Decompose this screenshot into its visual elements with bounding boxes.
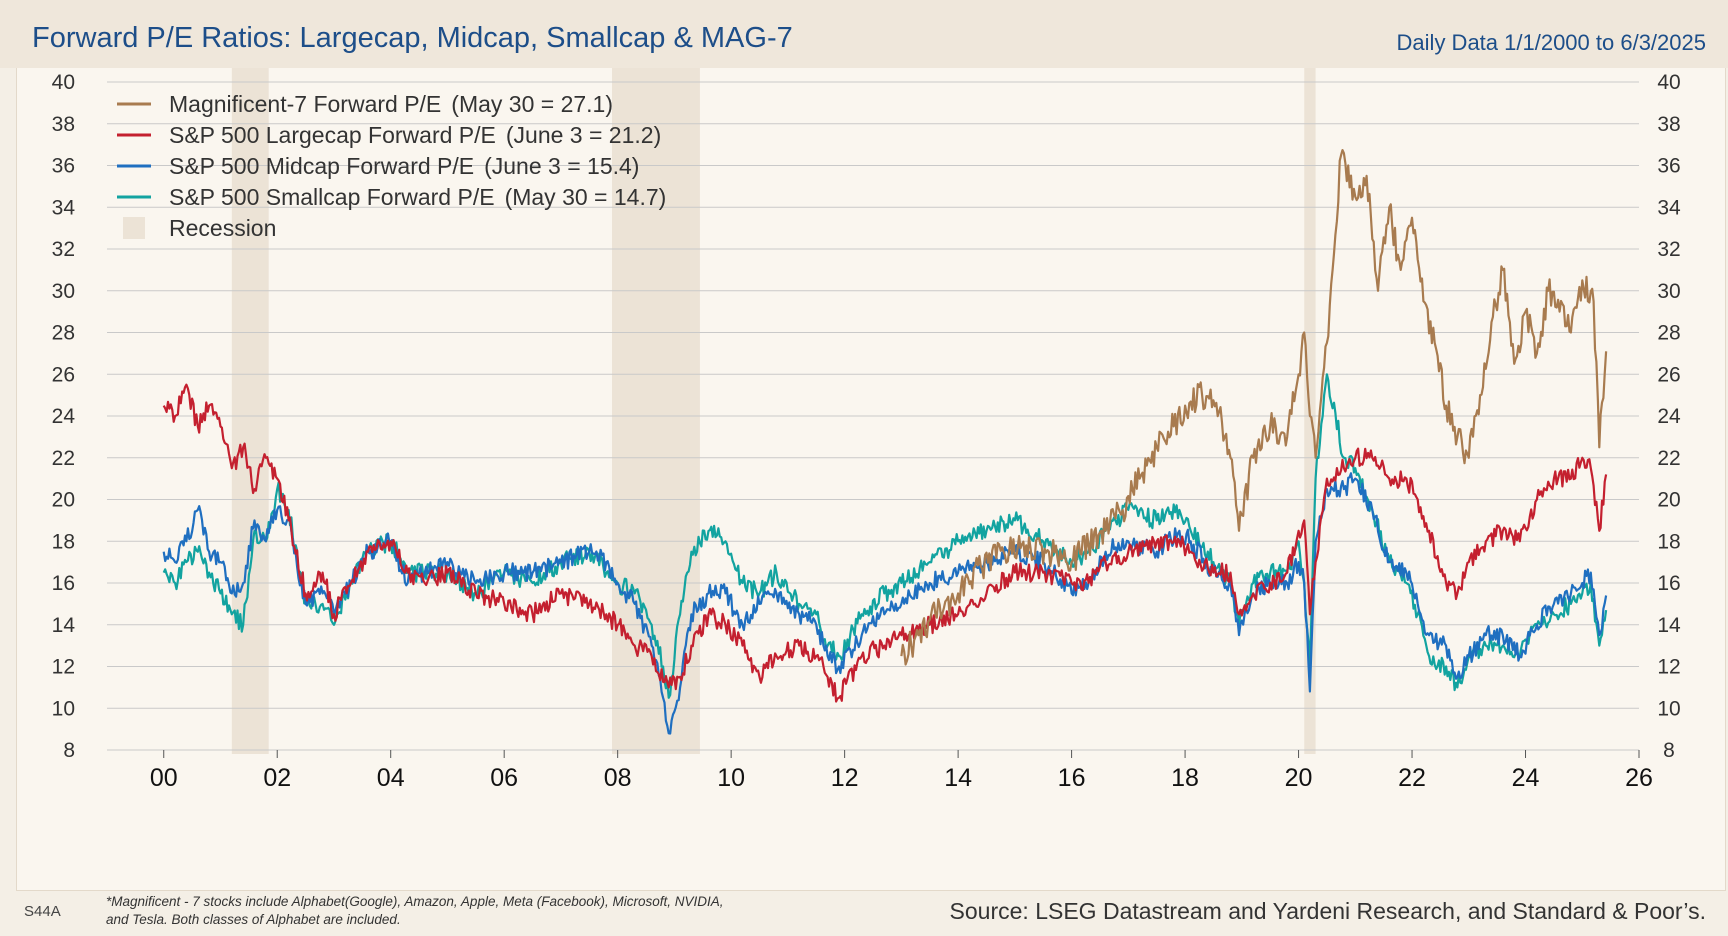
y-tick-right-20: 20	[1657, 489, 1680, 512]
y-tick-left-28: 28	[52, 322, 75, 345]
legend-swatch-recession	[123, 217, 145, 239]
x-tick-label-12: 12	[831, 764, 859, 792]
series-lines	[162, 149, 1608, 735]
legend-label-midcap: S&P 500 Midcap Forward P/E	[169, 153, 474, 179]
y-tick-right-18: 18	[1657, 530, 1680, 553]
x-tick-label-04: 04	[377, 764, 405, 792]
x-tick-label-08: 08	[604, 764, 632, 792]
y-axis-right: 8 10 12 14 16 18 20 22 24 26 28 30 32 34 36 38 40	[1657, 71, 1681, 762]
y-tick-left-10: 10	[52, 697, 75, 720]
chart-code: S44A	[24, 903, 61, 920]
x-axis: 00 02 04 06 08 10 12 14 16 18 20 22 24 26	[150, 750, 1653, 792]
x-tick-label-22: 22	[1398, 764, 1426, 792]
y-tick-right-8: 8	[1663, 739, 1675, 762]
legend: Magnificent-7 Forward P/E (May 30 = 27.1)…	[117, 91, 666, 241]
legend-latest-largecap: (June 3 = 21.2)	[506, 122, 661, 148]
header-bar: Forward P/E Ratios: Largecap, Midcap, Sm…	[0, 0, 1728, 68]
x-tick-label-14: 14	[944, 764, 972, 792]
legend-latest-midcap: (June 3 = 15.4)	[484, 153, 639, 179]
y-tick-left-8: 8	[63, 739, 75, 762]
y-tick-right-32: 32	[1657, 238, 1680, 261]
legend-latest-mag7: (May 30 = 27.1)	[451, 91, 613, 117]
x-tick-label-10: 10	[717, 764, 745, 792]
y-tick-right-24: 24	[1657, 405, 1681, 428]
y-tick-right-10: 10	[1657, 697, 1680, 720]
y-tick-left-32: 32	[52, 238, 75, 261]
recession-band-0	[231, 68, 269, 754]
y-tick-right-12: 12	[1657, 656, 1680, 679]
x-tick-label-00: 00	[150, 764, 178, 792]
chart-title: Forward P/E Ratios: Largecap, Midcap, Sm…	[32, 22, 793, 54]
y-tick-left-16: 16	[52, 572, 75, 595]
series-line-mag7	[900, 149, 1608, 666]
x-tick-label-26: 26	[1625, 764, 1653, 792]
x-tick-label-06: 06	[490, 764, 518, 792]
y-tick-left-34: 34	[52, 196, 76, 219]
x-tick-label-20: 20	[1285, 764, 1313, 792]
plot-panel: 8 10 12 14 16 18 20 22 24 26 28 30 32 34 36 38 40 8 10 12 1…	[16, 68, 1726, 891]
source-note: Source: LSEG Datastream and Yardeni Rese…	[949, 898, 1706, 924]
x-tick-label-24: 24	[1512, 764, 1540, 792]
legend-label-largecap: S&P 500 Largecap Forward P/E	[169, 122, 496, 148]
chart-subtitle: Daily Data 1/1/2000 to 6/3/2025	[1396, 30, 1706, 55]
y-tick-right-22: 22	[1657, 447, 1680, 470]
y-tick-left-18: 18	[52, 530, 75, 553]
grid-lines	[107, 81, 1639, 751]
series-line-largecap	[162, 383, 1608, 703]
y-tick-right-14: 14	[1657, 614, 1681, 637]
y-tick-right-30: 30	[1657, 280, 1680, 303]
y-tick-right-16: 16	[1657, 572, 1680, 595]
y-tick-left-36: 36	[52, 155, 75, 178]
y-tick-left-24: 24	[52, 405, 76, 428]
x-tick-label-18: 18	[1171, 764, 1199, 792]
y-tick-right-34: 34	[1657, 196, 1681, 219]
y-tick-left-26: 26	[52, 363, 75, 386]
x-tick-label-16: 16	[1058, 764, 1086, 792]
y-tick-right-36: 36	[1657, 155, 1680, 178]
series-line-midcap	[162, 472, 1608, 735]
legend-label-mag7: Magnificent-7 Forward P/E	[169, 91, 441, 117]
y-tick-left-14: 14	[52, 614, 76, 637]
y-tick-left-30: 30	[52, 280, 75, 303]
y-axis-left: 8 10 12 14 16 18 20 22 24 26 28 30 32 34 36 38 40	[52, 71, 76, 762]
chart-svg: 8 10 12 14 16 18 20 22 24 26 28 30 32 34 36 38 40 8 10 12 1…	[52, 68, 1681, 792]
y-tick-right-26: 26	[1657, 363, 1680, 386]
footnote: *Magnificent - 7 stocks include Alphabet…	[106, 894, 724, 927]
y-tick-left-20: 20	[52, 489, 75, 512]
y-tick-left-40: 40	[52, 71, 75, 94]
y-tick-right-40: 40	[1657, 71, 1680, 94]
x-tick-label-02: 02	[263, 764, 291, 792]
y-tick-right-28: 28	[1657, 322, 1680, 345]
y-tick-right-38: 38	[1657, 113, 1680, 136]
y-tick-left-38: 38	[52, 113, 75, 136]
y-tick-left-22: 22	[52, 447, 75, 470]
legend-label-recession: Recession	[169, 215, 276, 241]
y-tick-left-12: 12	[52, 656, 75, 679]
legend-label-smallcap: S&P 500 Smallcap Forward P/E	[169, 184, 495, 210]
legend-latest-smallcap: (May 30 = 14.7)	[505, 184, 667, 210]
